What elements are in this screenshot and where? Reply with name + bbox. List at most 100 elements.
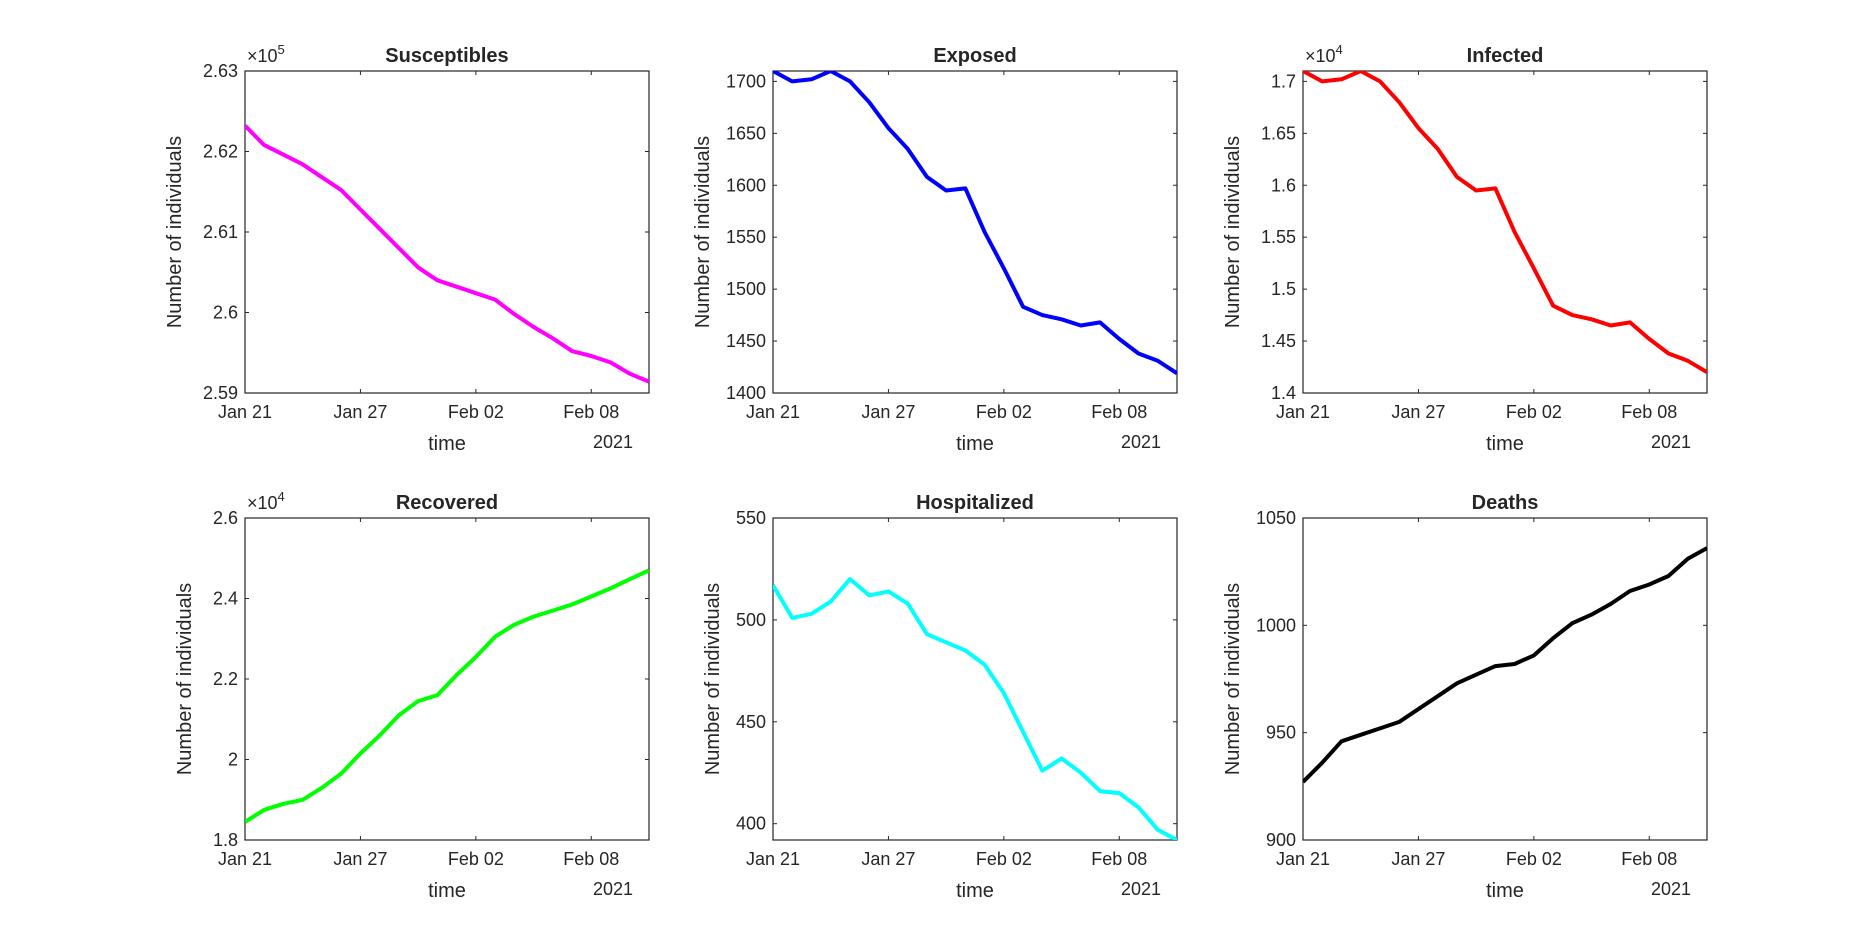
chart-title: Recovered (396, 492, 498, 514)
chart-title: Infected (1467, 45, 1544, 67)
y-tick-label: 1000 (1256, 615, 1296, 635)
x-tick-label: Jan 27 (861, 849, 915, 869)
y-tick-label: 1.4 (1271, 383, 1296, 403)
y-tick-label: 1400 (726, 383, 766, 403)
x-axis-label: time (956, 880, 994, 902)
x-axis-label: time (1486, 433, 1524, 455)
x-tick-label: Feb 02 (448, 402, 504, 422)
y-tick-label: 2.61 (203, 222, 238, 242)
chart-panel-deaths: 900 950 1000 1050 Jan 21 Jan 27 Feb 02 Feb 08 20… (1222, 492, 1708, 902)
x-axis-label: time (428, 433, 466, 455)
x-year-label: 2021 (1651, 432, 1691, 452)
y-tick-label: 2.6 (213, 508, 238, 528)
y-exponent-label: ×105 (247, 42, 285, 66)
x-axis-label: time (956, 433, 994, 455)
plot-area (772, 517, 1178, 841)
x-tick-label: Jan 27 (1391, 849, 1445, 869)
chart-title: Exposed (933, 45, 1016, 67)
x-tick-label: Feb 08 (1091, 402, 1147, 422)
x-tick-label: Feb 02 (448, 849, 504, 869)
y-tick-label: 2.6 (213, 303, 238, 323)
x-tick-label: Jan 21 (1276, 849, 1330, 869)
y-tick-label: 1.7 (1271, 71, 1296, 91)
plot-area (244, 70, 650, 394)
x-tick-label: Feb 02 (1506, 402, 1562, 422)
x-tick-label: Feb 02 (976, 849, 1032, 869)
chart-title: Deaths (1472, 492, 1539, 514)
chart-panel-exposed: 1400 1450 1500 1550 1600 1650 1700 Jan 21 Jan 27… (692, 45, 1178, 455)
series-line-infected (1303, 71, 1707, 374)
series-line-recovered (245, 568, 649, 824)
y-tick-label: 1550 (726, 227, 766, 247)
series-line-susceptibles (245, 124, 649, 384)
x-year-label: 2021 (1651, 879, 1691, 899)
x-tick-label: Jan 21 (218, 849, 272, 869)
y-axis-label: Number of individuals (174, 583, 196, 775)
x-axis-label: time (428, 880, 466, 902)
y-tick-label: 1.8 (213, 830, 238, 850)
y-tick-label: 450 (736, 712, 766, 732)
x-tick-label: Jan 21 (218, 402, 272, 422)
chart-title: Hospitalized (916, 492, 1034, 514)
x-year-label: 2021 (593, 432, 633, 452)
plot-area (1302, 70, 1708, 394)
x-year-label: 2021 (1121, 432, 1161, 452)
y-tick-label: 1.65 (1261, 123, 1296, 143)
y-tick-label: 400 (736, 814, 766, 834)
x-tick-label: Feb 02 (976, 402, 1032, 422)
y-tick-label: 900 (1266, 830, 1296, 850)
plot-area (772, 70, 1178, 394)
y-tick-label: 550 (736, 508, 766, 528)
y-exponent-label: ×104 (1305, 42, 1343, 66)
y-tick-label: 1650 (726, 123, 766, 143)
y-exponent-label: ×104 (247, 489, 285, 513)
y-tick-label: 2.4 (213, 589, 238, 609)
chart-panel-infected: 1.4 1.45 1.5 1.55 1.6 1.65 1.7 Jan 21 Jan 27 Feb … (1222, 42, 1708, 455)
x-tick-label: Feb 02 (1506, 849, 1562, 869)
y-tick-label: 1.6 (1271, 175, 1296, 195)
x-tick-label: Jan 21 (746, 849, 800, 869)
y-tick-label: 1.45 (1261, 331, 1296, 351)
series-line-hospitalized (773, 577, 1177, 840)
series-line-exposed (773, 71, 1177, 375)
x-tick-label: Jan 27 (333, 402, 387, 422)
y-exponent-power: 4 (278, 489, 285, 504)
x-tick-label: Feb 08 (563, 849, 619, 869)
x-tick-label: Feb 08 (563, 402, 619, 422)
y-tick-label: 1.55 (1261, 227, 1296, 247)
y-tick-label: 1050 (1256, 508, 1296, 528)
y-exponent-power: 5 (278, 42, 285, 57)
y-tick-label: 950 (1266, 723, 1296, 743)
x-tick-label: Feb 08 (1621, 402, 1677, 422)
y-tick-label: 2.63 (203, 61, 238, 81)
y-axis-label: Number of individuals (702, 583, 724, 775)
y-tick-label: 2.62 (203, 142, 238, 162)
plot-area (244, 517, 650, 841)
x-tick-label: Jan 27 (861, 402, 915, 422)
x-tick-label: Jan 21 (1276, 402, 1330, 422)
y-tick-label: 1600 (726, 175, 766, 195)
plot-area (1302, 517, 1708, 841)
y-axis-label: Number of individuals (1222, 136, 1244, 328)
x-axis-label: time (1486, 880, 1524, 902)
chart-panel-susceptibles: 2.59 2.6 2.61 2.62 2.63 Jan 21 Jan 27 Feb 02 Feb… (164, 42, 650, 455)
x-tick-label: Feb 08 (1621, 849, 1677, 869)
chart-panel-hospitalized: 400 450 500 550 Jan 21 Jan 27 Feb 02 Feb 08 2021… (702, 492, 1178, 902)
chart-title: Susceptibles (385, 45, 508, 67)
y-tick-label: 2.59 (203, 383, 238, 403)
y-tick-label: 1700 (726, 71, 766, 91)
y-axis-label: Number of individuals (692, 136, 714, 328)
x-tick-label: Feb 08 (1091, 849, 1147, 869)
x-year-label: 2021 (1121, 879, 1161, 899)
y-tick-label: 2 (228, 750, 238, 770)
y-tick-label: 2.2 (213, 669, 238, 689)
x-year-label: 2021 (593, 879, 633, 899)
y-axis-label: Number of individuals (164, 136, 186, 328)
series-line-deaths (1303, 546, 1707, 784)
x-tick-label: Jan 27 (1391, 402, 1445, 422)
y-axis-label: Number of individuals (1222, 583, 1244, 775)
y-tick-label: 1500 (726, 279, 766, 299)
y-tick-label: 500 (736, 610, 766, 630)
y-tick-label: 1.5 (1271, 279, 1296, 299)
